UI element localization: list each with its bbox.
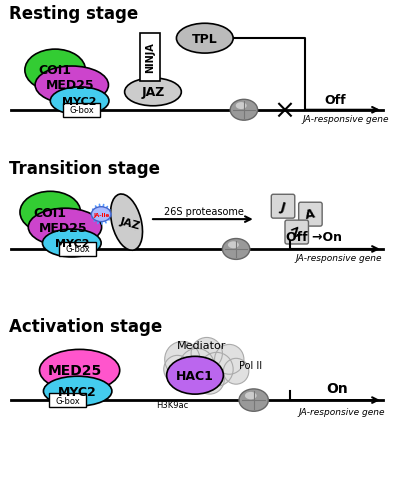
Text: JAZ: JAZ	[118, 216, 141, 231]
Text: MED25: MED25	[48, 363, 102, 378]
FancyBboxPatch shape	[299, 203, 322, 227]
Text: COI1: COI1	[34, 206, 67, 219]
Text: JAZ: JAZ	[141, 86, 165, 99]
Text: Pol II: Pol II	[239, 361, 262, 371]
Text: 26S proteasome: 26S proteasome	[164, 207, 244, 217]
Text: JA-responsive gene: JA-responsive gene	[296, 254, 382, 263]
Ellipse shape	[91, 207, 111, 222]
Text: G-box: G-box	[56, 396, 80, 405]
FancyBboxPatch shape	[271, 195, 295, 219]
Text: G-box: G-box	[69, 106, 94, 115]
Ellipse shape	[230, 100, 258, 121]
FancyBboxPatch shape	[59, 242, 96, 257]
Text: Activation stage: Activation stage	[9, 317, 162, 335]
FancyBboxPatch shape	[285, 221, 308, 244]
Text: Off: Off	[324, 94, 346, 107]
Text: NINJA: NINJA	[145, 43, 155, 73]
Ellipse shape	[228, 242, 239, 249]
Ellipse shape	[44, 377, 112, 406]
Ellipse shape	[28, 209, 102, 246]
Circle shape	[164, 356, 191, 383]
Ellipse shape	[167, 357, 223, 394]
Text: Mediator: Mediator	[177, 341, 226, 351]
Text: JA-responsive gene: JA-responsive gene	[302, 115, 389, 124]
FancyBboxPatch shape	[49, 393, 86, 407]
FancyBboxPatch shape	[140, 34, 160, 82]
Ellipse shape	[42, 229, 101, 257]
Ellipse shape	[222, 239, 250, 260]
Text: MYC2: MYC2	[54, 239, 89, 248]
Text: J: J	[279, 200, 287, 213]
Text: A: A	[304, 208, 316, 222]
Text: MED25: MED25	[39, 221, 87, 234]
Ellipse shape	[25, 50, 86, 91]
Circle shape	[195, 364, 224, 394]
Ellipse shape	[125, 79, 181, 106]
Ellipse shape	[176, 24, 233, 54]
Ellipse shape	[40, 349, 120, 392]
Text: Z: Z	[290, 225, 303, 240]
Circle shape	[214, 345, 244, 375]
Circle shape	[200, 353, 233, 386]
Ellipse shape	[239, 389, 268, 411]
Text: Transition stage: Transition stage	[9, 160, 160, 178]
Circle shape	[179, 348, 214, 384]
Ellipse shape	[245, 392, 257, 399]
Circle shape	[165, 342, 200, 378]
FancyBboxPatch shape	[63, 104, 100, 118]
Text: H3K9ac: H3K9ac	[156, 400, 189, 408]
Circle shape	[191, 338, 222, 369]
Circle shape	[223, 359, 249, 384]
Text: HAC1: HAC1	[176, 369, 214, 382]
Ellipse shape	[50, 88, 109, 116]
Text: TPL: TPL	[192, 32, 218, 45]
Text: COI1: COI1	[39, 64, 72, 77]
Text: Resting stage: Resting stage	[9, 5, 138, 23]
Text: MED25: MED25	[46, 79, 94, 92]
Ellipse shape	[236, 103, 247, 110]
Text: JA-responsive gene: JA-responsive gene	[298, 407, 385, 416]
Text: MYC2: MYC2	[62, 97, 97, 106]
Ellipse shape	[111, 195, 142, 251]
Text: MYC2: MYC2	[58, 385, 97, 398]
Ellipse shape	[35, 67, 108, 105]
Text: Off →On: Off →On	[286, 230, 342, 243]
Ellipse shape	[20, 192, 81, 234]
Text: JA-lle: JA-lle	[93, 212, 109, 217]
Text: On: On	[326, 381, 348, 395]
Text: G-box: G-box	[65, 245, 90, 254]
